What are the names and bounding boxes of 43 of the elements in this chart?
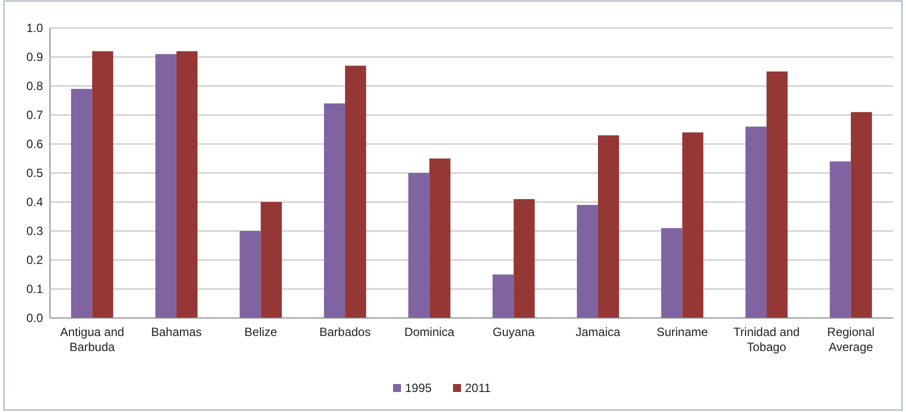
x-tick-label: Belize bbox=[244, 325, 278, 339]
y-tick-label: 0.1 bbox=[26, 282, 44, 296]
bar bbox=[598, 135, 620, 318]
bar bbox=[324, 103, 346, 318]
x-tick-label: Antigua and Barbuda bbox=[60, 325, 124, 354]
bar bbox=[830, 161, 851, 318]
bar bbox=[408, 173, 430, 318]
y-tick-label: 0.4 bbox=[26, 195, 44, 210]
y-tick-label: 1.0 bbox=[26, 21, 44, 36]
y-tick-label: 0.6 bbox=[26, 137, 44, 152]
y-tick-label: 0.5 bbox=[26, 166, 44, 180]
x-tick-label: Bahamas bbox=[151, 325, 202, 339]
bar bbox=[92, 51, 114, 318]
legend-label: 2011 bbox=[465, 381, 492, 396]
bar bbox=[429, 158, 450, 318]
bar bbox=[345, 66, 366, 318]
x-tick-label: Dominica bbox=[404, 325, 455, 339]
bar bbox=[71, 88, 92, 318]
y-tick-label: 0.2 bbox=[26, 253, 44, 268]
bar bbox=[745, 126, 767, 318]
x-tick-label: Trinidad and Tobago bbox=[733, 325, 800, 354]
y-tick-label: 0.7 bbox=[26, 108, 44, 122]
bar bbox=[155, 54, 176, 318]
bar bbox=[850, 112, 872, 318]
bar bbox=[240, 231, 261, 318]
bar bbox=[766, 72, 788, 318]
bar bbox=[682, 132, 704, 318]
bar bbox=[176, 51, 198, 318]
bar bbox=[661, 228, 682, 318]
x-tick-label: Regional Average bbox=[827, 325, 875, 354]
x-tick-label: Guyana bbox=[492, 325, 535, 339]
bar bbox=[576, 204, 598, 318]
x-tick-label: Barbados bbox=[319, 325, 371, 339]
y-tick-label: 0.8 bbox=[26, 79, 44, 94]
bar bbox=[260, 202, 282, 318]
y-tick-label: 0.0 bbox=[26, 311, 44, 326]
y-tick-label: 0.3 bbox=[26, 224, 44, 238]
y-tick-label: 0.9 bbox=[26, 50, 44, 64]
x-tick-label: Suriname bbox=[656, 325, 708, 339]
bar bbox=[514, 199, 535, 318]
x-tick-label: Jamaica bbox=[576, 325, 621, 339]
bar bbox=[492, 274, 514, 318]
legend-label: 1995 bbox=[405, 381, 432, 396]
